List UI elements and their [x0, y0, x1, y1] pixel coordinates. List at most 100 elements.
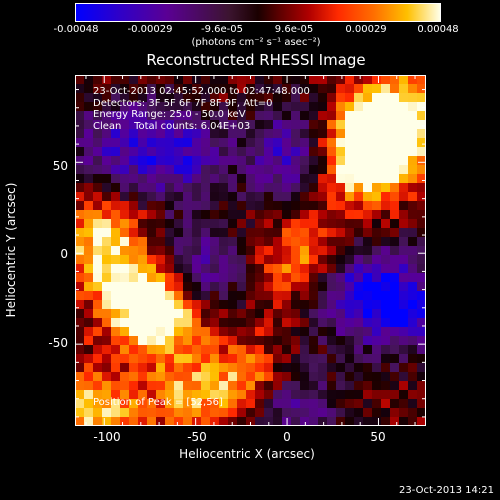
heatmap-cell — [318, 237, 328, 247]
heatmap-cell — [336, 192, 346, 202]
heatmap-cell — [408, 246, 418, 256]
heatmap-cell — [390, 309, 400, 319]
heatmap-cell — [408, 219, 418, 229]
heatmap-cell — [246, 336, 256, 346]
heatmap-cell — [138, 201, 148, 211]
heatmap-cell — [354, 147, 364, 157]
energy-range-text: Energy Range: 25.0 - 50.0 keV — [93, 109, 246, 120]
heatmap-cell — [363, 390, 373, 400]
heatmap-cell — [300, 237, 310, 247]
heatmap-cell — [183, 147, 193, 157]
heatmap-cell — [228, 318, 238, 328]
heatmap-cell — [219, 138, 229, 148]
heatmap-cell — [75, 183, 85, 193]
heatmap-cell — [165, 246, 175, 256]
heatmap-cell — [345, 174, 355, 184]
heatmap-cell — [309, 102, 319, 112]
heatmap-cell — [183, 75, 193, 85]
heatmap-cell — [381, 300, 391, 310]
heatmap-cell — [390, 165, 400, 175]
heatmap-cell — [300, 246, 310, 256]
heatmap-cell — [282, 390, 292, 400]
heatmap-cell — [417, 111, 426, 121]
heatmap-cell — [300, 354, 310, 364]
heatmap-cell — [255, 273, 265, 283]
heatmap-cell — [345, 354, 355, 364]
heatmap-cell — [219, 183, 229, 193]
heatmap-cell — [318, 147, 328, 157]
heatmap-cell — [318, 93, 328, 103]
heatmap-cell — [102, 408, 112, 418]
heatmap-cell — [129, 264, 139, 274]
heatmap-cell — [192, 246, 202, 256]
heatmap-cell — [264, 291, 274, 301]
heatmap-cell — [75, 75, 85, 85]
heatmap-cell — [381, 210, 391, 220]
heatmap-cell — [372, 381, 382, 391]
heatmap-cell — [381, 336, 391, 346]
heatmap-cell — [390, 390, 400, 400]
heatmap-cell — [318, 156, 328, 166]
heatmap-cell — [102, 291, 112, 301]
heatmap-cell — [138, 300, 148, 310]
heatmap-cell — [354, 102, 364, 112]
heatmap-cell — [381, 318, 391, 328]
heatmap-cell — [327, 147, 337, 157]
heatmap-cell — [381, 354, 391, 364]
heatmap-cell — [201, 318, 211, 328]
heatmap-cell — [255, 390, 265, 400]
heatmap-cell — [219, 354, 229, 364]
heatmap-cell — [210, 417, 220, 426]
heatmap-cell — [138, 255, 148, 265]
heatmap-cell — [201, 147, 211, 157]
heatmap-cell — [363, 318, 373, 328]
heatmap-cell — [399, 93, 409, 103]
heatmap-cell — [237, 102, 247, 112]
heatmap-cell — [381, 174, 391, 184]
heatmap-cell — [354, 273, 364, 283]
heatmap-cell — [309, 228, 319, 238]
heatmap-cell — [390, 399, 400, 409]
colorbar — [75, 3, 441, 22]
heatmap-cell — [156, 138, 166, 148]
heatmap-cell — [354, 156, 364, 166]
heatmap-cell — [138, 318, 148, 328]
heatmap-cell — [75, 228, 85, 238]
heatmap-cell — [255, 219, 265, 229]
heatmap-cell — [273, 219, 283, 229]
heatmap-cell — [309, 291, 319, 301]
colorbar-tick: 0.00029 — [345, 24, 387, 35]
x-axis-label: Heliocentric X (arcsec) — [179, 447, 315, 461]
heatmap-cell — [129, 219, 139, 229]
heatmap-cell — [255, 282, 265, 292]
heatmap-cell — [390, 300, 400, 310]
heatmap-cell — [372, 93, 382, 103]
heatmap-cell — [390, 408, 400, 418]
heatmap-cell — [192, 120, 202, 130]
heatmap-cell — [372, 417, 382, 426]
heatmap-cell — [354, 399, 364, 409]
heatmap-cell — [219, 363, 229, 373]
heatmap-cell — [93, 264, 103, 274]
heatmap-cell — [201, 399, 211, 409]
heatmap-cell — [120, 246, 130, 256]
heatmap-cell — [354, 300, 364, 310]
heatmap-cell — [201, 102, 211, 112]
heatmap-cell — [183, 399, 193, 409]
heatmap-cell — [219, 408, 229, 418]
heatmap-cell — [129, 84, 139, 94]
heatmap-cell — [327, 237, 337, 247]
heatmap-cell — [291, 282, 301, 292]
heatmap-cell — [300, 129, 310, 139]
heatmap-cell — [120, 102, 130, 112]
heatmap-cell — [309, 84, 319, 94]
heatmap-cell — [282, 156, 292, 166]
heatmap-cell — [75, 309, 85, 319]
heatmap-cell — [399, 390, 409, 400]
heatmap-cell — [309, 273, 319, 283]
heatmap-cell — [174, 363, 184, 373]
heatmap-cell — [300, 309, 310, 319]
heatmap-cell — [345, 300, 355, 310]
heatmap-cell — [336, 219, 346, 229]
heatmap-cell — [246, 246, 256, 256]
